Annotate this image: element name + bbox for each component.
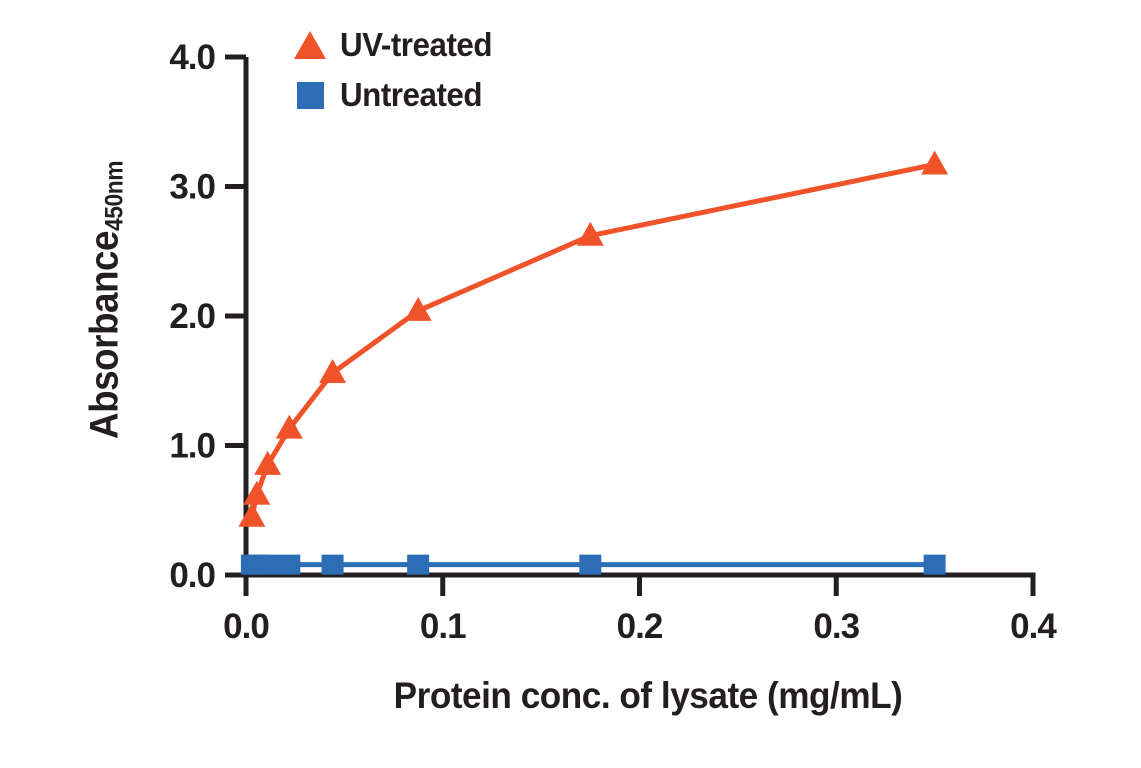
x-tick-label: 0.0 xyxy=(223,607,269,646)
uv-treated-data-point xyxy=(576,221,604,246)
y-axis-title-text: Absorbance xyxy=(82,230,127,440)
x-tick-label: 0.1 xyxy=(420,607,466,646)
uv-treated-data-point xyxy=(319,358,347,383)
untreated-data-point xyxy=(407,554,430,575)
uv-treated-data-point xyxy=(243,480,271,505)
x-axis-title: Protein conc. of lysate (mg/mL) xyxy=(393,675,903,716)
uv-treated-data-point xyxy=(404,296,432,321)
legend-marker-box xyxy=(292,80,328,110)
y-tick-label: 3.0 xyxy=(169,168,215,207)
y-tick-label: 2.0 xyxy=(169,297,215,336)
uv-treated-data-point xyxy=(921,150,949,175)
y-tick-label: 0.0 xyxy=(169,556,215,595)
y-axis-title: Absorbance450nm xyxy=(82,160,129,440)
y-axis-title-subscript: 450nm xyxy=(101,160,129,231)
uv-treated-triangle-icon xyxy=(294,31,326,59)
x-tick-label: 0.4 xyxy=(1010,607,1057,646)
legend-label-uv-treated: UV-treated xyxy=(340,26,493,63)
untreated-square-icon xyxy=(296,81,324,109)
untreated-data-point xyxy=(256,554,279,575)
x-tick-label: 0.3 xyxy=(813,607,859,646)
y-tick-label: 4.0 xyxy=(169,38,215,77)
uv-treated-data-point xyxy=(238,502,266,527)
uv-treated-data-point xyxy=(254,450,282,475)
untreated-data-point xyxy=(579,554,602,575)
legend-label-untreated: Untreated xyxy=(340,76,483,113)
uv-treated-data-point xyxy=(275,414,303,439)
x-tick-label: 0.2 xyxy=(617,607,663,646)
untreated-data-point xyxy=(321,554,344,575)
y-tick-label: 1.0 xyxy=(169,427,215,466)
legend: UV-treated Untreated xyxy=(292,26,500,114)
legend-item-uv-treated: UV-treated xyxy=(292,26,500,64)
legend-item-untreated: Untreated xyxy=(292,76,500,114)
legend-marker-box xyxy=(292,30,328,60)
untreated-data-point xyxy=(923,554,946,575)
untreated-data-point xyxy=(278,554,301,575)
uv-treated-line xyxy=(249,162,936,518)
